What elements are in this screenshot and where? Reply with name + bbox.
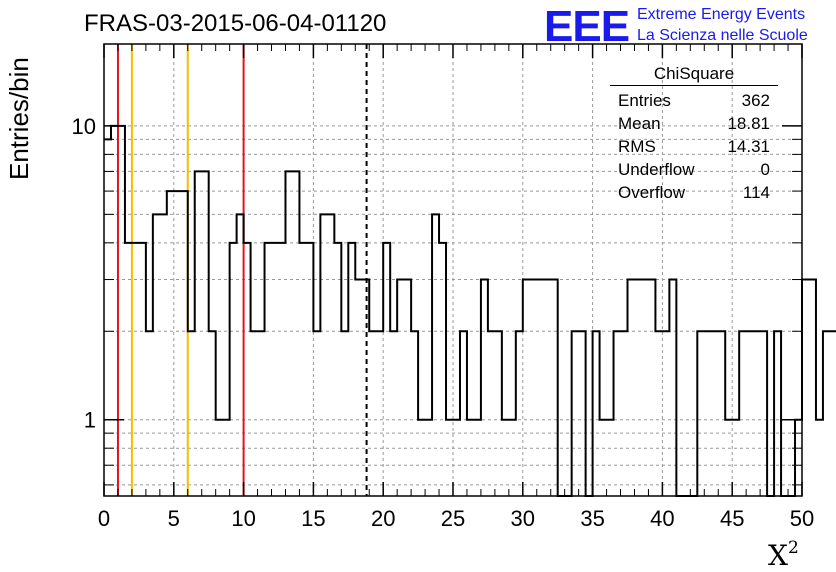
x-tick-label: 50 [790, 506, 814, 531]
x-tick-label: 35 [580, 506, 604, 531]
stats-row-rms: RMS 14.31 [610, 135, 778, 158]
x-tick-label: 30 [511, 506, 535, 531]
chart-title: FRAS-03-2015-06-04-01120 [84, 10, 387, 37]
stats-row-overflow: Overflow 114 [610, 181, 778, 204]
y-axis-label: Entries/bin [4, 57, 34, 180]
stats-title: ChiSquare [610, 64, 778, 86]
stats-box: ChiSquare Entries 362 Mean 18.81 RMS 14.31 … [610, 64, 778, 204]
eee-logo: EEE [544, 2, 630, 51]
logo-line-2: La Scienza nelle Scuole [637, 27, 808, 44]
stats-row-mean: Mean 18.81 [610, 112, 778, 135]
logo-line-1: Extreme Energy Events [637, 6, 806, 23]
stats-row-underflow: Underflow 0 [610, 158, 778, 181]
stats-label: RMS [618, 137, 656, 156]
stats-value: 362 [741, 91, 770, 110]
stats-value: 0 [760, 160, 770, 179]
logo-text: Extreme Energy Events La Scienza nelle S… [637, 4, 808, 46]
tick-labels: 0 5 10 15 20 25 30 35 40 45 50 1 10 [72, 114, 815, 531]
x-tick-label: 40 [650, 506, 674, 531]
x-axis-label: X2 [768, 538, 799, 572]
y-tick-label: 1 [84, 408, 96, 433]
x-tick-label: 20 [371, 506, 395, 531]
stats-label: Mean [618, 114, 661, 133]
x-tick-label: 5 [168, 506, 180, 531]
stats-value: 14.31 [727, 137, 770, 156]
x-tick-label: 25 [441, 506, 465, 531]
stats-row-entries: Entries 362 [610, 89, 778, 112]
x-tick-label: 10 [231, 506, 255, 531]
x-tick-label: 45 [720, 506, 744, 531]
x-tick-label: 0 [98, 506, 110, 531]
axis-ticks [103, 44, 803, 496]
x-axis-label-superscript: 2 [787, 538, 799, 558]
x-axis-label-base: X [768, 539, 788, 572]
stats-label: Entries [618, 91, 671, 110]
x-tick-label: 15 [301, 506, 325, 531]
stats-label: Underflow [618, 160, 695, 179]
stats-label: Overflow [618, 183, 686, 202]
y-tick-label: 10 [72, 114, 96, 139]
reference-lines [116, 44, 368, 496]
stats-value: 114 [742, 183, 770, 202]
histogram-series [104, 124, 836, 497]
stats-value: 18.81 [727, 114, 770, 133]
